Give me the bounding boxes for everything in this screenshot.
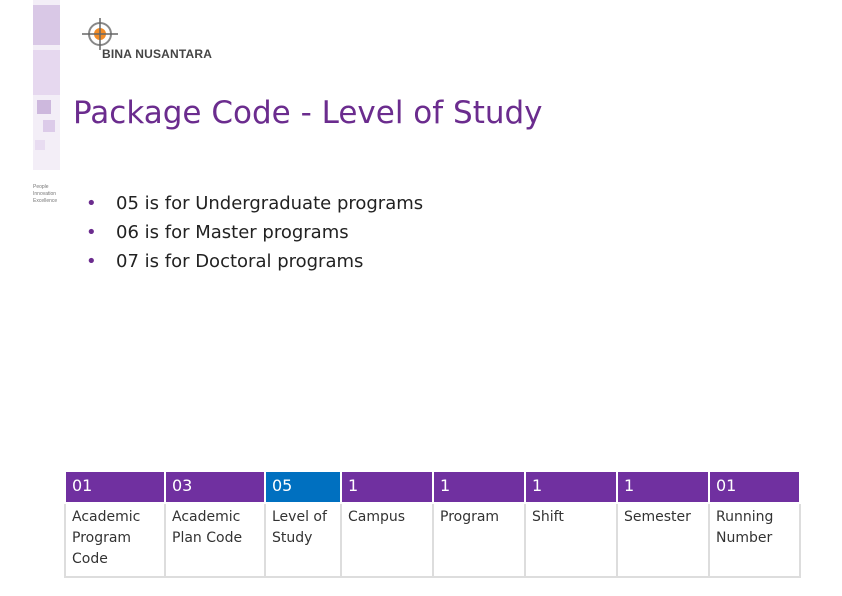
label-cell: Academic Program Code [64, 502, 166, 578]
logo-text: BINA NUSANTARA [102, 47, 213, 61]
code-cell: 1 [524, 470, 618, 504]
code-cell: 1 [340, 470, 434, 504]
code-table: 01 03 05 1 1 1 1 01 Academic Program Code Academi… [64, 470, 801, 578]
tagline-line: Excellence [33, 198, 58, 204]
tagline: People Innovation Excellence [33, 184, 57, 205]
bullet: 06 is for Master programs [86, 218, 423, 247]
label-cell: Campus [340, 502, 434, 578]
bullet-list: 05 is for Undergraduate programs 06 is f… [86, 189, 423, 276]
tagline-line: People [33, 184, 49, 190]
label-cell: Shift [524, 502, 618, 578]
label-row: Academic Program Code Academic Plan Code L… [64, 502, 801, 578]
label-cell: Semester [616, 502, 710, 578]
tagline-line: Innovation [33, 191, 57, 197]
label-cell: Academic Plan Code [164, 502, 266, 578]
code-cell: 03 [164, 470, 266, 504]
label-cell: Running Number [708, 502, 801, 578]
code-cell: 05 [264, 470, 342, 504]
logo-mark [82, 18, 118, 50]
code-cell: 01 [64, 470, 166, 504]
bullet: 05 is for Undergraduate programs [86, 189, 423, 218]
code-cell: 01 [708, 470, 801, 504]
label-cell: Level of Study [264, 502, 342, 578]
slide-title: Package Code - Level of Study [73, 95, 543, 131]
code-cell: 1 [432, 470, 526, 504]
decoration-strip [33, 0, 60, 170]
code-cell: 1 [616, 470, 710, 504]
code-row: 01 03 05 1 1 1 1 01 [64, 470, 801, 504]
bullet: 07 is for Doctoral programs [86, 247, 423, 276]
label-cell: Program [432, 502, 526, 578]
